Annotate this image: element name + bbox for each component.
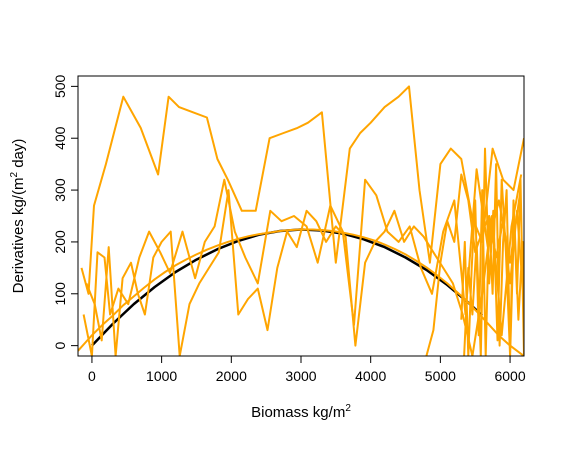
x-axis: 0 1000 2000 3000 4000 5000 6000 bbox=[88, 355, 526, 384]
x-axis-title-exp: 2 bbox=[345, 403, 351, 414]
derivative-curve bbox=[90, 228, 484, 347]
x-tick-label: 6000 bbox=[494, 368, 525, 384]
y-axis-title-tail: day) bbox=[10, 139, 27, 172]
x-tick-label: 4000 bbox=[355, 368, 386, 384]
y-tick-label: 500 bbox=[52, 74, 68, 98]
x-tick-label: 1000 bbox=[146, 368, 177, 384]
x-tick-label: 2000 bbox=[216, 368, 247, 384]
x-tick-label: 5000 bbox=[425, 368, 456, 384]
y-axis-title: Derivatives kg/(m2 day) bbox=[9, 139, 27, 294]
y-tick-label: 200 bbox=[52, 230, 68, 254]
x-axis-title-unit: m bbox=[333, 404, 346, 421]
y-tick-label: 300 bbox=[52, 178, 68, 202]
x-tick-label: 0 bbox=[88, 368, 96, 384]
y-axis-title-slash: / bbox=[10, 194, 27, 199]
x-axis-title-prefix: Biomass kg bbox=[251, 404, 329, 421]
x-axis-title-slash: / bbox=[329, 404, 334, 421]
y-axis: 0 100 200 300 400 500 bbox=[52, 74, 79, 350]
trajectory-trace-4 bbox=[85, 174, 523, 356]
trajectory-trace-3 bbox=[82, 168, 522, 356]
plot-lines bbox=[78, 85, 524, 356]
y-axis-title-unit: m bbox=[10, 178, 27, 191]
y-axis-title-open: ( bbox=[10, 190, 27, 195]
x-axis-title: Biomass kg/m2 bbox=[251, 403, 351, 421]
y-axis-title-exp: 2 bbox=[9, 172, 20, 178]
trajectory-trace-6 bbox=[425, 173, 524, 356]
y-tick-label: 0 bbox=[52, 342, 68, 350]
trajectory-trace-2 bbox=[80, 85, 524, 295]
y-tick-label: 400 bbox=[52, 126, 68, 150]
y-axis-title-prefix: Derivatives kg bbox=[10, 199, 27, 293]
x-tick-label: 3000 bbox=[285, 368, 316, 384]
y-tick-label: 100 bbox=[52, 282, 68, 306]
trajectory-trace-1 bbox=[78, 228, 524, 356]
